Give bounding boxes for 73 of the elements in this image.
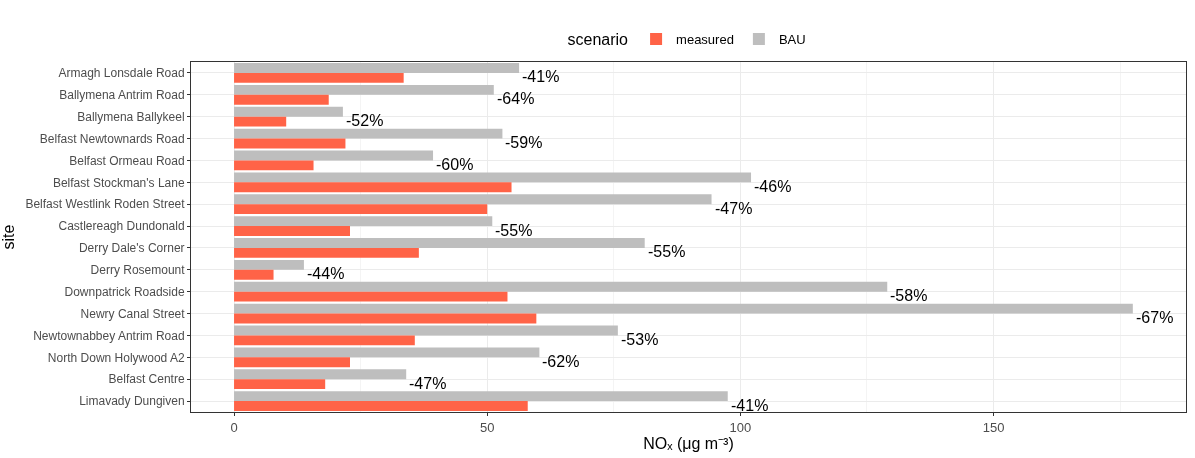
legend-label: measured: [676, 32, 734, 48]
bar: [234, 72, 404, 83]
y-tick-label: Armagh Lonsdale Road: [58, 66, 185, 81]
y-tick-label: Derry Dale's Corner: [78, 241, 185, 256]
legend-label: BAU: [778, 32, 806, 48]
y-tick-label: Belfast Newtownards Road: [39, 131, 185, 146]
y-tick-label: Limavady Dungiven: [79, 394, 185, 409]
y-tick-label: Belfast Centre: [108, 372, 185, 387]
bar: [234, 172, 752, 183]
bar: [234, 238, 645, 248]
annotation: -67%: [1136, 309, 1174, 326]
x-axis-title: NOₓ (μg m⁻³): [643, 435, 734, 453]
y-tick-label: Belfast Westlink Roden Street: [25, 197, 186, 212]
y-tick-label: Ballymena Antrim Road: [59, 88, 185, 103]
bar: [234, 63, 520, 73]
annotation: -44%: [307, 265, 345, 282]
annotation: -47%: [715, 200, 753, 217]
x-tick-label: 0: [230, 419, 238, 435]
annotation: -55%: [648, 243, 686, 260]
annotation: -62%: [542, 353, 580, 370]
bar: [234, 379, 326, 390]
annotation: -47%: [409, 375, 447, 392]
y-tick-label: North Down Holywood A2: [47, 350, 185, 365]
bar: [234, 269, 274, 280]
bar: [234, 325, 618, 336]
bar: [234, 247, 419, 258]
x-tick-label: 100: [729, 419, 752, 435]
x-tick-label: 50: [479, 419, 495, 435]
bar: [234, 150, 434, 161]
annotation: -41%: [522, 68, 560, 85]
y-tick-label: Belfast Ormeau Road: [69, 153, 185, 168]
y-tick-label: Castlereagh Dundonald: [58, 219, 185, 234]
bar: [234, 84, 494, 95]
bar: [234, 194, 712, 205]
bar: [234, 357, 350, 368]
annotation: -64%: [497, 90, 535, 107]
y-tick-label: Downpatrick Roadside: [64, 284, 185, 299]
bar: [234, 128, 503, 139]
bar: [234, 94, 329, 105]
bar: [234, 106, 343, 117]
bar: [234, 313, 537, 324]
bar: [234, 281, 888, 292]
bar: [234, 291, 508, 302]
y-tick-label: Belfast Stockman's Lane: [52, 175, 185, 190]
annotation: -59%: [505, 134, 543, 151]
bar: [234, 204, 488, 215]
annotation: -53%: [621, 331, 659, 348]
annotation: -52%: [346, 112, 384, 129]
bar: [234, 182, 512, 193]
bar: [234, 138, 346, 149]
bar: [234, 259, 304, 270]
x-tick-label: 150: [982, 419, 1005, 435]
y-tick-label: Newry Canal Street: [80, 306, 186, 321]
annotation: -58%: [890, 287, 928, 304]
bar: [234, 391, 728, 402]
y-tick-label: Newtownabbey Antrim Road: [33, 328, 185, 343]
bar: [234, 226, 350, 236]
bar: [234, 116, 287, 127]
bar: [234, 303, 1133, 314]
y-axis-title: site: [0, 224, 18, 250]
annotation: -46%: [754, 178, 792, 195]
bar: [234, 401, 528, 411]
bar: [234, 335, 415, 346]
annotation: -55%: [495, 222, 533, 239]
y-tick-label: Ballymena Ballykeel: [77, 109, 185, 124]
y-tick-label: Derry Rosemount: [90, 263, 186, 278]
legend-title: scenario: [567, 30, 629, 48]
annotation: -41%: [731, 397, 769, 414]
bar: [234, 160, 314, 171]
bar: [234, 216, 493, 227]
bar: [234, 347, 540, 358]
annotation: -60%: [436, 156, 474, 173]
bar: [234, 369, 407, 380]
